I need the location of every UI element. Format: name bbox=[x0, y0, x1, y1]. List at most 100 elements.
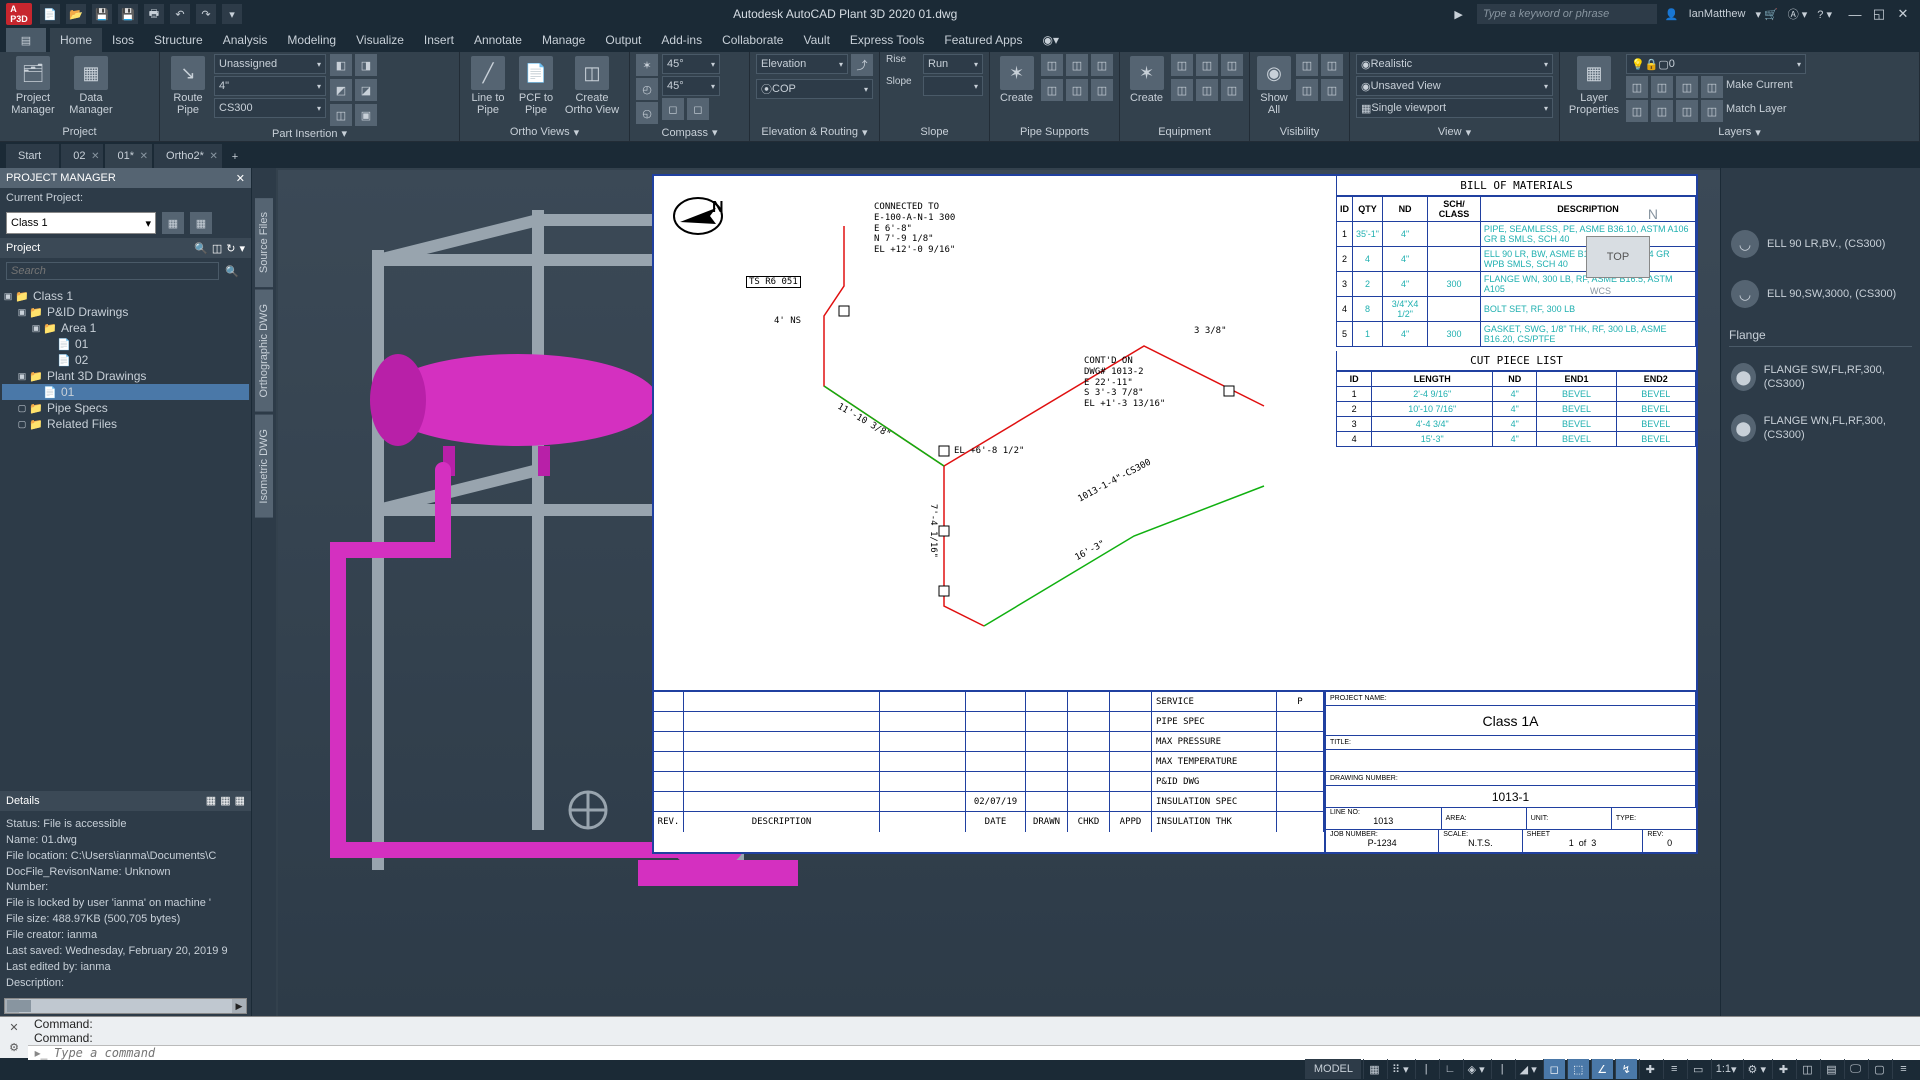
details-icon[interactable]: ▦ bbox=[220, 794, 230, 807]
compass-tool-icon[interactable]: ✶ bbox=[636, 54, 658, 76]
tab-collaborate[interactable]: Collaborate bbox=[712, 28, 793, 52]
app-logo[interactable]: AP3D bbox=[6, 3, 32, 25]
spec-item[interactable]: ◡ELL 90,SW,3000, (CS300) bbox=[1729, 274, 1912, 314]
tab-featuredapps[interactable]: Featured Apps bbox=[934, 28, 1032, 52]
status-osnap-icon[interactable]: ◻ bbox=[1543, 1059, 1565, 1079]
tab-close-icon[interactable]: ✕ bbox=[91, 151, 99, 162]
cart-icon[interactable]: ▾ 🛒 bbox=[1755, 8, 1777, 21]
spec-item[interactable]: ⬤FLANGE WN,FL,RF,300, (CS300) bbox=[1729, 408, 1912, 449]
layer-tool-icon[interactable]: ◫ bbox=[1626, 76, 1648, 98]
compass-opt-icon[interactable]: ◻ bbox=[662, 98, 684, 120]
layer-dropdown[interactable]: 💡🔒▢ 0 bbox=[1626, 54, 1806, 74]
tree-expander-icon[interactable]: ▢ bbox=[16, 419, 28, 430]
qat-open-icon[interactable]: 📂 bbox=[66, 4, 86, 24]
qat-undo-icon[interactable]: ↶ bbox=[170, 4, 190, 24]
equip-create-button[interactable]: ✶Create bbox=[1126, 54, 1167, 104]
tab-manage[interactable]: Manage bbox=[532, 28, 595, 52]
compass-tool-icon[interactable]: ◴ bbox=[636, 78, 658, 100]
status-lwt-icon[interactable]: ≡ bbox=[1663, 1059, 1685, 1079]
filetab-01[interactable]: 01*✕ bbox=[105, 144, 152, 168]
details-icon[interactable]: ▦ bbox=[206, 794, 216, 807]
layer-tool-icon[interactable]: ◫ bbox=[1676, 100, 1698, 122]
app-switcher-icon[interactable]: Ⓐ ▾ bbox=[1788, 6, 1808, 22]
elev-pick-icon[interactable]: ⤴ bbox=[851, 54, 873, 76]
pm-close-icon[interactable]: ✕ bbox=[236, 172, 245, 185]
qat-dropdown-icon[interactable]: ▾ bbox=[222, 4, 242, 24]
layer-tool-icon[interactable]: ◫ bbox=[1676, 76, 1698, 98]
compass-opt-icon[interactable]: ◻ bbox=[687, 98, 709, 120]
cmd-close-icon[interactable]: ✕ bbox=[9, 1021, 18, 1034]
filetab-add-icon[interactable]: + bbox=[224, 146, 246, 168]
vp-tab-iso[interactable]: Isometric DWG bbox=[255, 415, 273, 518]
status-scale-icon[interactable]: 1:1 ▾ bbox=[1711, 1059, 1741, 1079]
status-model-button[interactable]: MODEL bbox=[1305, 1059, 1361, 1079]
tree-expander-icon[interactable]: ▢ bbox=[16, 403, 28, 414]
viewport-dropdown[interactable]: ▦ Single viewport bbox=[1356, 98, 1553, 118]
keyword-search[interactable]: Type a keyword or phrase bbox=[1477, 4, 1657, 24]
status-monitor-icon[interactable]: 🖵 bbox=[1844, 1059, 1866, 1079]
search-launcher-icon[interactable]: ▶ bbox=[1448, 8, 1468, 21]
details-icon[interactable]: ▦ bbox=[235, 794, 245, 807]
project-manager-button[interactable]: 🗂Project Manager bbox=[6, 54, 60, 116]
compass-angle2[interactable]: 45° bbox=[662, 76, 720, 96]
viewcube-wcs[interactable]: WCS bbox=[1590, 286, 1611, 296]
cmd-prompt-icon[interactable]: ▸_ bbox=[34, 1046, 48, 1060]
vis-icon[interactable]: ◫ bbox=[1296, 54, 1318, 76]
tool-icon[interactable]: ◪ bbox=[355, 79, 377, 101]
tab-addins[interactable]: Add-ins bbox=[651, 28, 712, 52]
tool-icon[interactable]: ◧ bbox=[330, 54, 352, 76]
user-name[interactable]: IanMatthew bbox=[1689, 8, 1746, 20]
tree-expander-icon[interactable]: ▣ bbox=[2, 291, 14, 302]
tool-icon[interactable]: ◨ bbox=[355, 54, 377, 76]
viewcube-face[interactable]: TOP bbox=[1586, 236, 1650, 278]
status-tpy-icon[interactable]: ▭ bbox=[1687, 1059, 1709, 1079]
tree-expander-icon[interactable]: ▣ bbox=[16, 307, 28, 318]
tab-analysis[interactable]: Analysis bbox=[213, 28, 278, 52]
status-plus-icon[interactable]: ✚ bbox=[1772, 1059, 1794, 1079]
eq-icon[interactable]: ◫ bbox=[1221, 54, 1243, 76]
app-menu-icon[interactable]: ▤ bbox=[6, 28, 46, 52]
project-tree[interactable]: ▣📁Class 1 ▣📁P&ID Drawings ▣📁Area 1 📄01 📄… bbox=[0, 284, 251, 464]
support-create-button[interactable]: ✶Create bbox=[996, 54, 1037, 104]
match-layer-button[interactable]: Match Layer bbox=[1726, 100, 1787, 122]
tab-more-icon[interactable]: ◉▾ bbox=[1032, 28, 1069, 52]
tab-close-icon[interactable]: ✕ bbox=[210, 151, 218, 162]
status-custom-icon[interactable]: ≡ bbox=[1892, 1059, 1914, 1079]
lineto-pipe-button[interactable]: ╱Line to Pipe bbox=[466, 54, 510, 116]
route-pipe-button[interactable]: ↘Route Pipe bbox=[166, 54, 210, 116]
tab-annotate[interactable]: Annotate bbox=[464, 28, 532, 52]
status-gear-icon[interactable]: ⚙ ▾ bbox=[1743, 1059, 1770, 1079]
spec-item[interactable]: ◡ELL 90 LR,BV., (CS300) bbox=[1729, 224, 1912, 264]
vp-tab-ortho[interactable]: Orthographic DWG bbox=[255, 290, 273, 412]
status-iso-icon[interactable]: ◢ ▾ bbox=[1515, 1059, 1541, 1079]
vis-icon[interactable]: ◫ bbox=[1321, 54, 1343, 76]
size-dropdown[interactable]: 4" bbox=[214, 76, 326, 96]
sup-icon[interactable]: ◫ bbox=[1091, 79, 1113, 101]
qat-save-icon[interactable]: 💾 bbox=[92, 4, 112, 24]
tab-structure[interactable]: Structure bbox=[144, 28, 213, 52]
tree-expander-icon[interactable]: ▣ bbox=[16, 371, 28, 382]
tree-expander-icon[interactable]: ▣ bbox=[30, 323, 42, 334]
status-3dosnap-icon[interactable]: ⬚ bbox=[1567, 1059, 1589, 1079]
slope-input[interactable] bbox=[923, 76, 983, 96]
command-input[interactable] bbox=[54, 1046, 1914, 1060]
qat-saveas-icon[interactable]: 💾 bbox=[118, 4, 138, 24]
signin-icon[interactable]: 👤 bbox=[1665, 8, 1679, 21]
status-grid-icon[interactable]: ▦ bbox=[1363, 1059, 1385, 1079]
layer-tool-icon[interactable]: ◫ bbox=[1701, 76, 1723, 98]
status-polar-icon[interactable]: ◈ ▾ bbox=[1463, 1059, 1489, 1079]
tab-expresstools[interactable]: Express Tools bbox=[840, 28, 934, 52]
restore-icon[interactable]: ◱ bbox=[1868, 3, 1890, 25]
search-icon[interactable]: 🔍 bbox=[219, 265, 245, 278]
tool-icon[interactable]: ◩ bbox=[330, 79, 352, 101]
spec-dropdown[interactable]: CS300 bbox=[214, 98, 326, 118]
pm-tool-icon[interactable]: ▦ bbox=[190, 212, 212, 234]
model-3d-area[interactable]: N bbox=[278, 170, 1720, 1016]
tag-dropdown[interactable]: Unassigned bbox=[214, 54, 326, 74]
view-cube[interactable]: N TOP WCS bbox=[1566, 206, 1666, 296]
compass-angle1[interactable]: 45° bbox=[662, 54, 720, 74]
make-current-button[interactable]: Make Current bbox=[1726, 76, 1793, 98]
eq-icon[interactable]: ◫ bbox=[1171, 79, 1193, 101]
tab-output[interactable]: Output bbox=[595, 28, 651, 52]
cop-dropdown[interactable]: ⦿ COP bbox=[756, 79, 873, 99]
